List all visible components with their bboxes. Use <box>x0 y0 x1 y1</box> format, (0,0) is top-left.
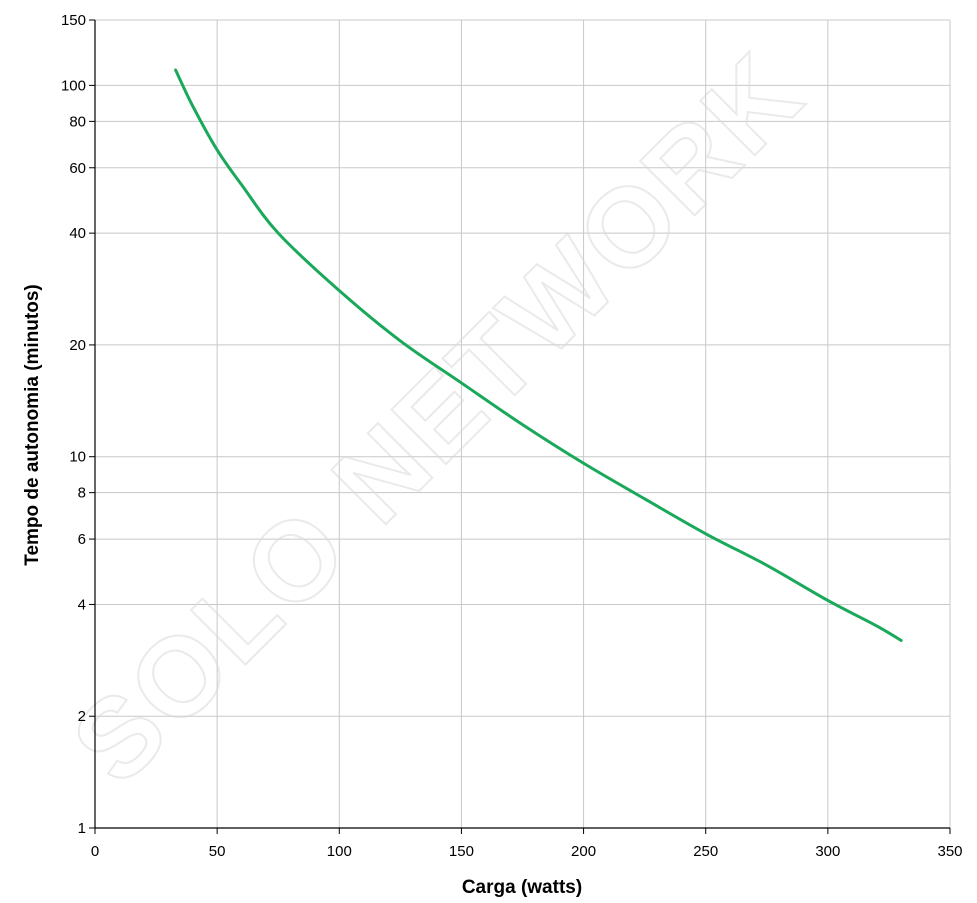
x-tick-label: 350 <box>937 843 962 860</box>
y-tick-label: 1 <box>78 820 86 837</box>
y-axis-title: Tempo de autonomia (minutos) <box>22 284 43 565</box>
axes <box>89 19 951 834</box>
y-tick-label: 150 <box>61 12 86 29</box>
x-tick-label: 200 <box>571 843 596 860</box>
x-tick-label: 50 <box>209 843 226 860</box>
x-tick-label: 250 <box>693 843 718 860</box>
x-tick-label: 100 <box>327 843 352 860</box>
y-tick-label: 40 <box>69 225 86 242</box>
series-line-0 <box>174 68 903 642</box>
y-tick-label: 10 <box>69 449 86 466</box>
y-tick-label: 6 <box>78 531 86 548</box>
x-tick-labels: 0 50 100 150 200 250 300 350 <box>91 843 963 860</box>
y-tick-label: 4 <box>78 596 86 613</box>
x-tick-label: 300 <box>815 843 840 860</box>
y-tick-label: 100 <box>61 77 86 94</box>
y-tick-label: 60 <box>69 160 86 177</box>
grid-lines <box>95 19 951 828</box>
x-tick-label: 0 <box>91 843 99 860</box>
y-tick-labels: 1 2 4 6 8 10 20 40 60 80 100 150 <box>61 12 86 837</box>
y-tick-label: 20 <box>69 337 86 354</box>
y-tick-label: 2 <box>78 708 86 725</box>
y-tick-label: 8 <box>78 485 86 502</box>
x-axis-title: Carga (watts) <box>462 877 582 898</box>
x-tick-label: 150 <box>449 843 474 860</box>
watermark: SOLO NETWORK <box>49 29 827 807</box>
y-tick-label: 80 <box>69 113 86 130</box>
series-layer <box>174 68 903 642</box>
